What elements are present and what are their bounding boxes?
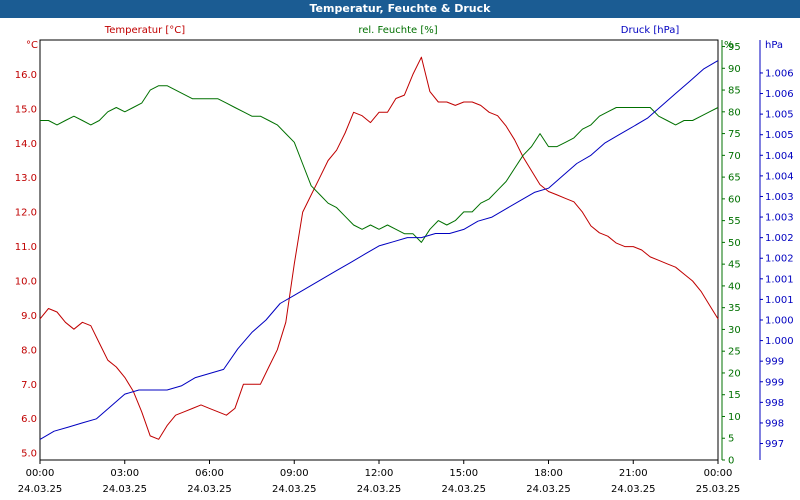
- pressure-tick-label: 1.004: [765, 171, 794, 182]
- pressure-tick-label: 998: [765, 398, 784, 409]
- humidity-series-label: rel. Feuchte [%]: [358, 25, 437, 36]
- temperature-tick-label: 6.0: [21, 414, 37, 425]
- pressure-tick-label: 1.000: [765, 316, 794, 327]
- pressure-tick-label: 1.005: [765, 110, 794, 121]
- temperature-tick-label: 16.0: [15, 70, 37, 81]
- humidity-tick-label: 85: [728, 86, 741, 97]
- humidity-tick-label: 25: [728, 347, 741, 358]
- temperature-tick-label: 13.0: [15, 173, 37, 184]
- pressure-tick-label: 1.006: [765, 68, 794, 79]
- x-tick-time-label: 09:00: [280, 468, 309, 479]
- pressure-tick-label: 999: [765, 377, 784, 388]
- humidity-tick-label: 70: [728, 151, 741, 162]
- temperature-series-label: Temperatur [°C]: [104, 25, 185, 36]
- x-tick-time-label: 03:00: [110, 468, 139, 479]
- pressure-tick-label: 1.006: [765, 89, 794, 100]
- pressure-tick-label: 998: [765, 418, 784, 429]
- temperature-tick-label: 10.0: [15, 276, 37, 287]
- x-tick-time-label: 00:00: [704, 468, 733, 479]
- axes: [39, 39, 763, 464]
- labels-layer: 5.0 6.0 7.0 8.0 9.0 10.0 11.0 12.0 13.0 14.0 15.0 1…: [15, 25, 794, 495]
- humidity-tick-label: 15: [728, 390, 741, 401]
- pressure-tick-label: 1.003: [765, 192, 794, 203]
- x-tick-time-label: 06:00: [195, 468, 224, 479]
- humidity-tick-label: 35: [728, 303, 741, 314]
- x-tick-date-label: 25.03.25: [696, 484, 741, 495]
- humidity-tick-label: 80: [728, 107, 741, 118]
- humidity-tick-label: 60: [728, 194, 741, 205]
- x-tick-time-label: 00:00: [26, 468, 55, 479]
- temperature-series-line: [39, 56, 719, 440]
- chart-title: Temperatur, Feuchte & Druck: [309, 2, 491, 15]
- x-tick-date-label: 24.03.25: [526, 484, 571, 495]
- humidity-tick-label: 95: [728, 42, 741, 53]
- humidity-tick-label: 5: [728, 434, 734, 445]
- pressure-tick-label: 1.001: [765, 295, 794, 306]
- pressure-tick-label: 1.003: [765, 213, 794, 224]
- humidity-tick-label: 65: [728, 173, 741, 184]
- humidity-tick-label: 75: [728, 129, 741, 140]
- x-tick-date-label: 24.03.25: [611, 484, 656, 495]
- x-tick-date-label: 24.03.25: [441, 484, 486, 495]
- x-tick-date-label: 24.03.25: [102, 484, 147, 495]
- temperature-tick-label: 12.0: [15, 208, 37, 219]
- x-tick-time-label: 12:00: [365, 468, 394, 479]
- pressure-tick-label: 1.001: [765, 274, 794, 285]
- pressure-tick-label: 999: [765, 357, 784, 368]
- temperature-tick-label: 7.0: [21, 380, 37, 391]
- temperature-unit-label: °C: [26, 40, 38, 51]
- x-tick-time-label: 21:00: [619, 468, 648, 479]
- humidity-tick-label: 55: [728, 216, 741, 227]
- humidity-tick-label: 50: [728, 238, 741, 249]
- humidity-tick-label: 90: [728, 64, 741, 75]
- humidity-tick-label: 20: [728, 368, 741, 379]
- temperature-tick-label: 8.0: [21, 345, 37, 356]
- pressure-tick-label: 1.000: [765, 336, 794, 347]
- humidity-tick-label: 40: [728, 281, 741, 292]
- x-tick-time-label: 15:00: [449, 468, 478, 479]
- pressure-tick-label: 1.002: [765, 254, 794, 265]
- humidity-tick-label: 30: [728, 325, 741, 336]
- humidity-unit-label: %: [724, 40, 734, 51]
- humidity-tick-label: 0: [728, 456, 734, 467]
- x-tick-date-label: 24.03.25: [18, 484, 63, 495]
- x-tick-date-label: 24.03.25: [357, 484, 402, 495]
- temperature-tick-label: 5.0: [21, 449, 37, 460]
- pressure-tick-label: 1.004: [765, 151, 794, 162]
- humidity-tick-label: 45: [728, 260, 741, 271]
- pressure-series-line: [39, 60, 719, 440]
- humidity-series-line: [40, 85, 719, 243]
- x-tick-date-label: 24.03.25: [187, 484, 232, 495]
- temperature-tick-label: 14.0: [15, 139, 37, 150]
- temperature-tick-label: 9.0: [21, 311, 37, 322]
- pressure-series-label: Druck [hPa]: [621, 25, 680, 36]
- x-tick-date-label: 24.03.25: [272, 484, 317, 495]
- chart-title-bar: Temperatur, Feuchte & Druck: [0, 0, 800, 18]
- pressure-tick-label: 1.002: [765, 233, 794, 244]
- pressure-tick-label: 1.005: [765, 130, 794, 141]
- pressure-tick-label: 997: [765, 439, 784, 450]
- series-layer: [39, 56, 719, 440]
- temperature-tick-label: 15.0: [15, 104, 37, 115]
- temperature-tick-label: 11.0: [15, 242, 37, 253]
- humidity-tick-label: 10: [728, 412, 741, 423]
- x-tick-time-label: 18:00: [534, 468, 563, 479]
- pressure-unit-label: hPa: [765, 40, 783, 51]
